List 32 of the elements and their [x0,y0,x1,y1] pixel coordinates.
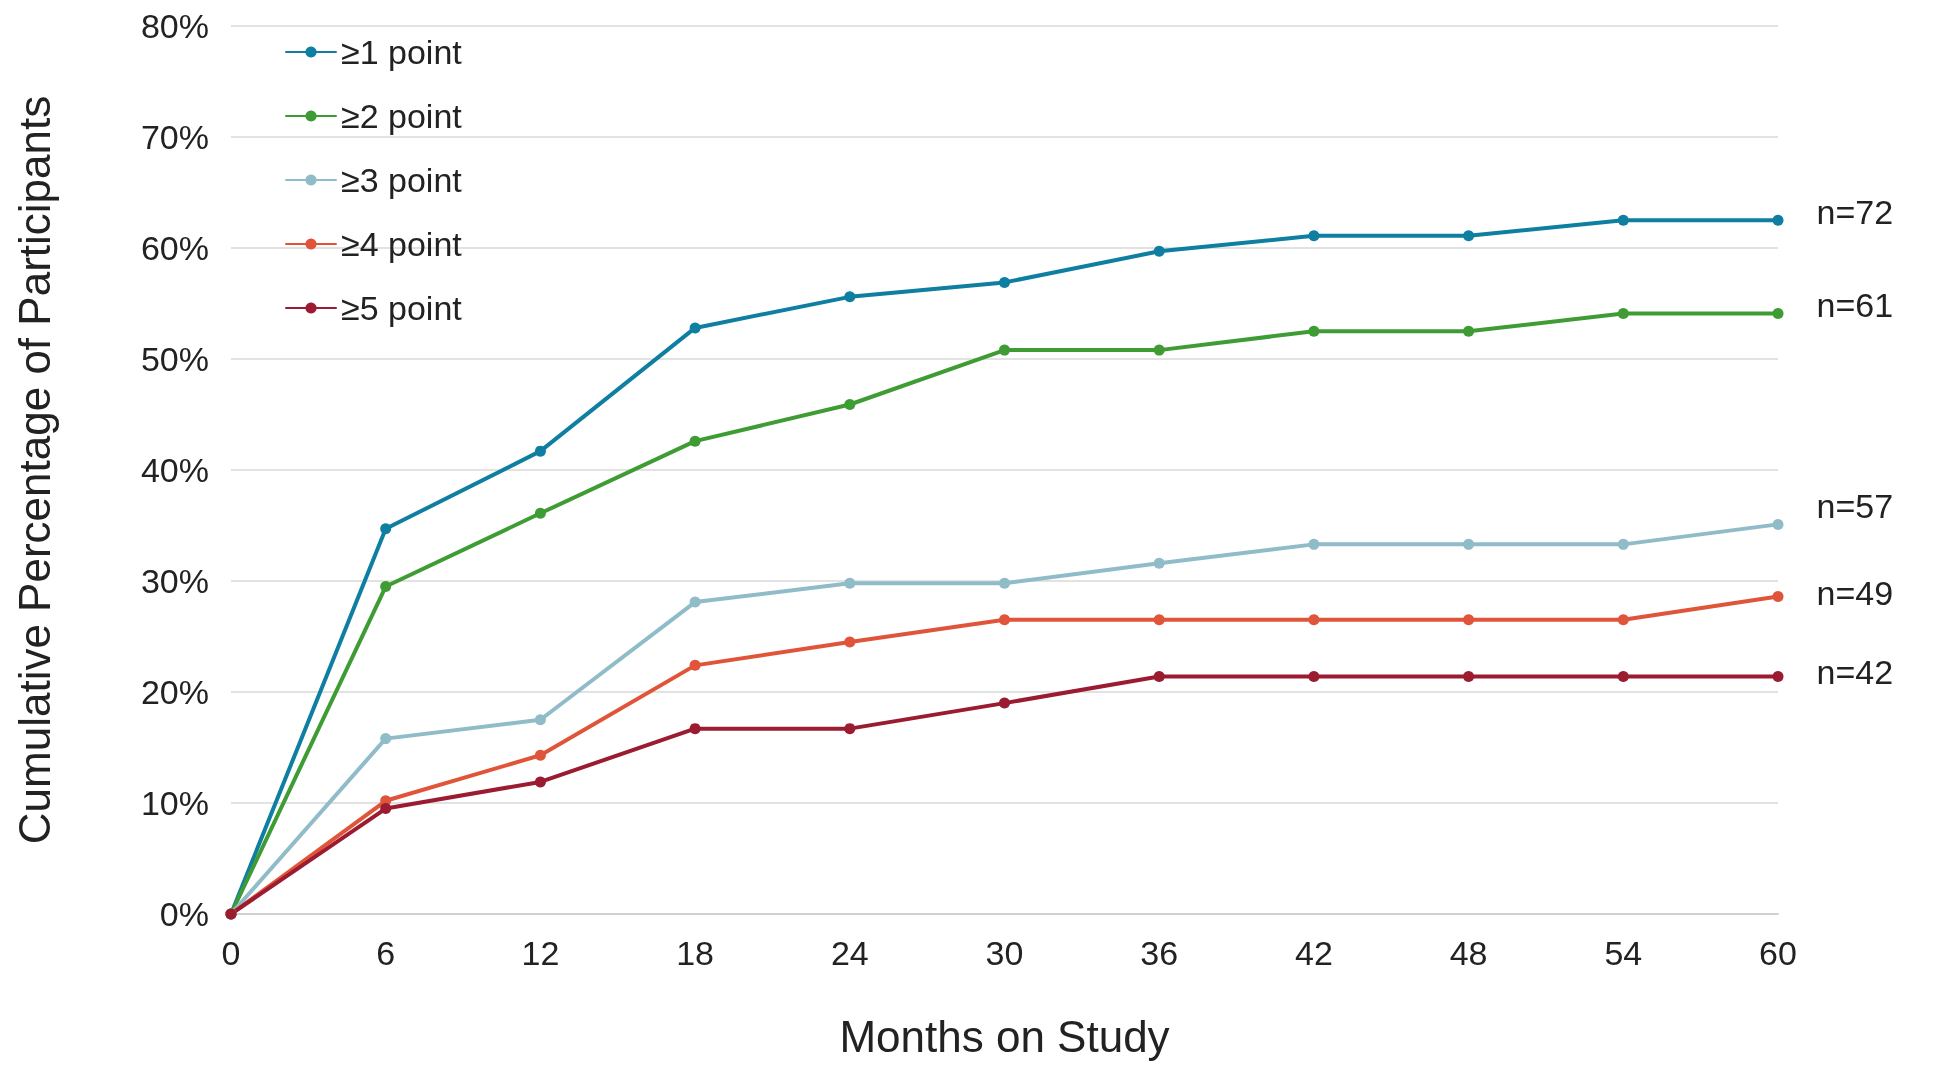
legend-label: ≥3 point [341,161,463,199]
text: n=57 [1816,487,1894,526]
x-tick-label: 42 [1294,934,1333,972]
y-tick-label: 50% [140,340,209,378]
legend-label: ≥2 point [341,97,463,135]
text: n=42 [1816,653,1894,692]
y-tick-label: 0% [159,895,209,933]
y-tick-label: 10% [140,784,209,822]
text: n=49 [1816,573,1894,612]
y-tick-label: 30% [140,562,209,600]
x-tick-label: 36 [1140,934,1179,972]
text: n=61 [1816,286,1894,325]
x-tick-label: 54 [1604,934,1643,972]
legend-label: ≥1 point [341,33,463,71]
text: n=72 [1816,193,1894,232]
legend-label: ≥4 point [341,225,463,263]
x-tick-label: 24 [830,934,869,972]
x-tick-label: 6 [376,934,396,972]
y-tick-label: 70% [140,118,209,156]
y-tick-label: 40% [140,451,209,489]
x-tick-label: 48 [1449,934,1488,972]
legend-label: ≥5 point [341,289,463,327]
x-tick-label: 60 [1759,934,1797,972]
x-tick-label: 0 [221,934,241,972]
y-tick-label: 60% [140,229,209,267]
y-tick-label: 20% [140,673,209,711]
y-axis-title: Cumulative Percentage of Participants [9,95,59,845]
x-tick-label: 30 [985,934,1024,972]
x-tick-label: 18 [676,934,715,972]
y-tick-label: 80% [140,7,209,45]
x-axis-title: Months on Study [839,1011,1170,1061]
x-tick-label: 12 [521,934,560,972]
